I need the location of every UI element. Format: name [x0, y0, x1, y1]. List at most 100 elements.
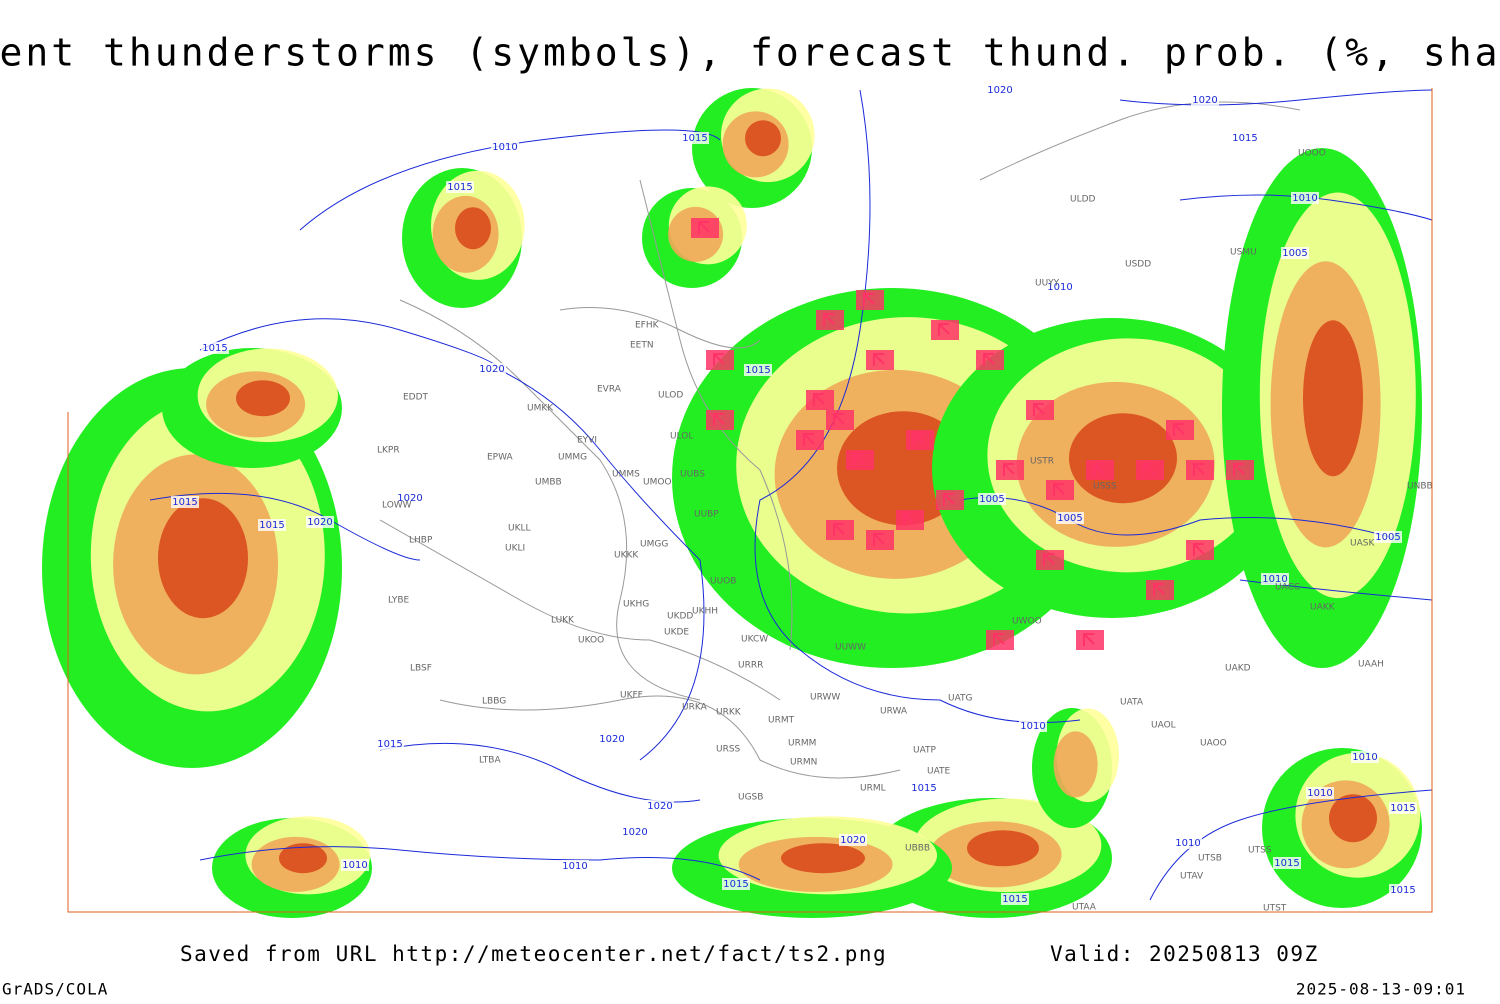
isobar-label: 1005 [1282, 248, 1307, 259]
isobar [754, 89, 1081, 723]
isobar-label: 1020 [647, 801, 672, 812]
isobar-label-bg [306, 516, 334, 528]
thunderstorm-symbol [1173, 423, 1185, 436]
isobar-label-bg [1046, 281, 1074, 293]
isobar-label-bg [1019, 720, 1047, 732]
isobar [959, 497, 1401, 541]
station-label: UKLI [505, 544, 525, 554]
isobar [149, 492, 421, 561]
station-label: URWA [880, 707, 908, 717]
isobar-label: 1015 [377, 739, 402, 750]
thunderstorm-symbol [1033, 403, 1045, 416]
coast [979, 101, 1301, 181]
thunderstorm-symbol [1193, 463, 1205, 476]
probability-area [1069, 413, 1177, 504]
thunderstorm-symbol [698, 221, 710, 234]
thunderstorm-symbol [1093, 463, 1105, 476]
map-frame [67, 88, 1433, 913]
thunderstorm-symbol [713, 413, 725, 426]
isobar-label-bg [396, 492, 424, 504]
station-label: UMKK [527, 404, 554, 414]
thunderstorm-symbol [803, 433, 815, 446]
isobar-label-bg [986, 84, 1014, 96]
isobar [1119, 89, 1433, 106]
thunderstorm-symbol [903, 513, 915, 526]
station-label: UWOO [1012, 617, 1042, 627]
thunderstorm-symbol [833, 413, 845, 426]
station-label: UAOL [1151, 721, 1176, 731]
station-label: EETN [630, 341, 654, 351]
station-label: UUYY [1035, 279, 1060, 289]
isobar-label-bg [1351, 751, 1379, 763]
isobar-label: 1015 [202, 343, 227, 354]
coast [439, 695, 901, 779]
station-label: UATA [1120, 698, 1144, 708]
probability-area [1303, 320, 1363, 477]
isobar-label: 1015 [1232, 133, 1257, 144]
isobar-label-bg [1191, 94, 1219, 106]
isobar-label-bg [646, 800, 674, 812]
isobar-label: 1015 [447, 182, 472, 193]
isobar-label-bg [1231, 132, 1259, 144]
title: Current thunderstorms (symbols), forecas… [0, 31, 1500, 75]
probability-area [781, 843, 865, 874]
isobar-label-bg [446, 181, 474, 193]
isobar-label: 1010 [492, 142, 517, 153]
station-label: LHBP [409, 536, 433, 546]
station-label: USDD [1125, 260, 1151, 270]
isobar-label-bg [478, 363, 506, 375]
station-label: ULDD [1070, 195, 1096, 205]
isobar-label: 1020 [397, 493, 422, 504]
isobar-label: 1015 [723, 879, 748, 890]
probability-area [158, 498, 248, 619]
station-label: UTAA [1072, 903, 1097, 913]
station-label: URMT [768, 716, 795, 726]
isobar-label: 1015 [172, 497, 197, 508]
isobar-label: 1005 [1375, 532, 1400, 543]
isobar-label: 1015 [1390, 803, 1415, 814]
station-label: UUWW [835, 643, 866, 653]
station-label: UKOO [578, 636, 604, 646]
station-label: UAKK [1310, 603, 1336, 613]
station-label: EPWA [487, 453, 514, 463]
isobar-label-bg [1374, 531, 1402, 543]
thunderstorm-symbol [943, 493, 955, 506]
station-label: UKHG [623, 600, 649, 610]
isobar-label: 1010 [1292, 193, 1317, 204]
isobar-label: 1010 [1262, 574, 1287, 585]
station-label: UASK [1350, 539, 1375, 549]
station-label: UAAH [1358, 660, 1384, 670]
station-label: UMGG [640, 540, 668, 550]
isobar-label: 1005 [1057, 513, 1082, 524]
isobar-label: 1010 [1352, 752, 1377, 763]
station-label: LOWW [382, 501, 412, 511]
map: 1020 1020 1015 1010 1015 1015 1010 1005 1010 1015… [42, 84, 1433, 918]
station-label: EFHK [635, 321, 660, 331]
isobar-label: 1015 [682, 133, 707, 144]
thunderstorm-symbol [938, 323, 950, 336]
isobar-label: 1020 [1192, 95, 1217, 106]
probability-area [236, 380, 290, 417]
station-label: URML [860, 784, 886, 794]
isobar-label: 1015 [1390, 885, 1415, 896]
isobar-label-bg [341, 859, 369, 871]
isobar-label: 1005 [979, 494, 1004, 505]
isobar-label: 1020 [479, 364, 504, 375]
thunderstorm-symbol [1193, 543, 1205, 556]
station-label: UKLL [508, 524, 531, 534]
isobar-label: 1020 [599, 734, 624, 745]
thunderstorm-symbol [713, 353, 725, 366]
isobar-label-bg [258, 519, 286, 531]
isobar [199, 846, 761, 881]
isobar-label-bg [1306, 787, 1334, 799]
thunderstorm-symbol [863, 293, 875, 306]
thunderstorm-symbol [993, 633, 1005, 646]
station-label: UATP [913, 746, 937, 756]
station-label: LBBG [482, 697, 506, 707]
isobar-label-bg [1261, 573, 1289, 585]
station-label: ULOL [670, 432, 693, 442]
isobar [299, 129, 721, 231]
thunderstorm-symbol [1053, 483, 1065, 496]
station-label: UMMG [558, 453, 587, 463]
